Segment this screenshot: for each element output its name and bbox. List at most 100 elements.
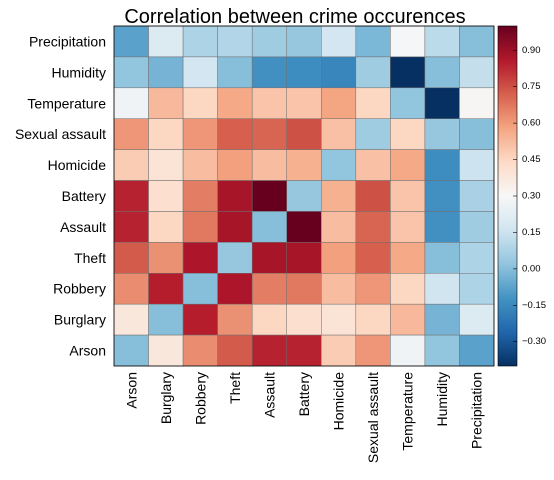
heatmap-cell	[321, 56, 357, 89]
heatmap-cell	[217, 180, 253, 212]
heatmap-cell	[113, 303, 149, 336]
heatmap-cell	[182, 87, 218, 119]
heatmap-cell	[113, 242, 149, 274]
heatmap-cell	[459, 242, 495, 274]
heatmap-cell	[355, 118, 391, 150]
heatmap-cell	[113, 211, 149, 243]
row-label: Temperature	[27, 95, 106, 111]
heatmap-cell	[459, 334, 495, 367]
column-label: Theft	[227, 372, 243, 404]
heatmap-cell	[251, 25, 287, 58]
column-label: Temperature	[400, 372, 416, 451]
heatmap-cell	[390, 87, 426, 119]
heatmap-cell	[286, 211, 322, 243]
heatmap-cell	[148, 56, 184, 89]
heatmap-cell	[424, 87, 460, 119]
heatmap-cell	[217, 25, 253, 58]
heatmap-cell	[459, 149, 495, 181]
heatmap-cell	[459, 118, 495, 150]
heatmap-cell	[355, 242, 391, 274]
heatmap-cell	[182, 242, 218, 274]
heatmap-cell	[286, 180, 322, 212]
heatmap-cell	[424, 56, 460, 89]
heatmap-cell	[182, 180, 218, 212]
heatmap-cell	[424, 303, 460, 336]
heatmap-cell	[459, 87, 495, 119]
heatmap-cell	[321, 87, 357, 119]
row-label: Precipitation	[29, 33, 106, 49]
heatmap-cell	[148, 303, 184, 336]
heatmap-cell	[217, 303, 253, 336]
heatmap-cell	[355, 334, 391, 367]
heatmap-cell	[251, 303, 287, 336]
heatmap-cell	[113, 87, 149, 119]
heatmap-cell	[390, 273, 426, 305]
heatmap-cell	[390, 242, 426, 274]
heatmap-cell	[286, 118, 322, 150]
heatmap-cell	[321, 242, 357, 274]
column-label: Precipitation	[469, 372, 485, 449]
heatmap-cell	[217, 242, 253, 274]
heatmap-cell	[390, 211, 426, 243]
heatmap-cell	[148, 211, 184, 243]
heatmap-cell	[148, 242, 184, 274]
heatmap-cell	[286, 242, 322, 274]
heatmap-cell	[286, 87, 322, 119]
heatmap-cell	[286, 25, 322, 58]
heatmap-cell	[355, 56, 391, 89]
heatmap-cell	[217, 118, 253, 150]
heatmap-cell	[355, 149, 391, 181]
heatmap-cell	[424, 25, 460, 58]
colorbar-tick-label: 0.60	[522, 118, 541, 129]
heatmap-cell	[251, 211, 287, 243]
heatmap-cell	[182, 211, 218, 243]
heatmap-cell	[182, 273, 218, 305]
heatmap-cell	[321, 334, 357, 367]
row-label: Arson	[69, 343, 106, 359]
heatmap-cell	[390, 303, 426, 336]
heatmap-cell	[251, 334, 287, 367]
heatmap-cell	[148, 149, 184, 181]
heatmap-cell	[321, 180, 357, 212]
heatmap-cell	[251, 180, 287, 212]
row-label: Robbery	[53, 281, 106, 297]
heatmap-cell	[148, 118, 184, 150]
colorbar-tick-label: 0.15	[522, 227, 541, 238]
heatmap-cell	[424, 334, 460, 367]
heatmap-cell	[113, 180, 149, 212]
heatmap-cell	[321, 118, 357, 150]
heatmap-cell	[148, 87, 184, 119]
heatmap-cell	[390, 180, 426, 212]
heatmap-cell	[113, 273, 149, 305]
heatmap-cell	[459, 56, 495, 89]
heatmap-cell	[355, 25, 391, 58]
heatmap-cell	[148, 180, 184, 212]
column-label: Homicide	[331, 372, 347, 431]
heatmap-cell	[113, 118, 149, 150]
heatmap-cell	[182, 25, 218, 58]
column-label: Assault	[261, 372, 277, 418]
chart-title: Correlation between crime occurences	[124, 6, 465, 28]
heatmap-cell	[321, 273, 357, 305]
row-label: Homicide	[48, 157, 107, 173]
heatmap-cell	[424, 118, 460, 150]
heatmap-cell	[355, 211, 391, 243]
heatmap-cell	[286, 149, 322, 181]
heatmap-cell	[355, 87, 391, 119]
heatmap-cell	[355, 180, 391, 212]
heatmap-cell	[217, 211, 253, 243]
heatmap-cell	[251, 149, 287, 181]
heatmap-cell	[148, 273, 184, 305]
heatmap-cell	[113, 25, 149, 58]
heatmap-cell	[113, 334, 149, 367]
heatmap-cell	[459, 25, 495, 58]
heatmap-cell	[459, 303, 495, 336]
heatmap-cell	[113, 56, 149, 89]
heatmap-cell	[217, 334, 253, 367]
colorbar-tick-label: 0.75	[522, 81, 541, 92]
heatmap-cell	[217, 56, 253, 89]
heatmap-cell	[459, 273, 495, 305]
heatmap-cell	[390, 56, 426, 89]
heatmap-cell	[148, 334, 184, 367]
heatmap-cell	[355, 273, 391, 305]
